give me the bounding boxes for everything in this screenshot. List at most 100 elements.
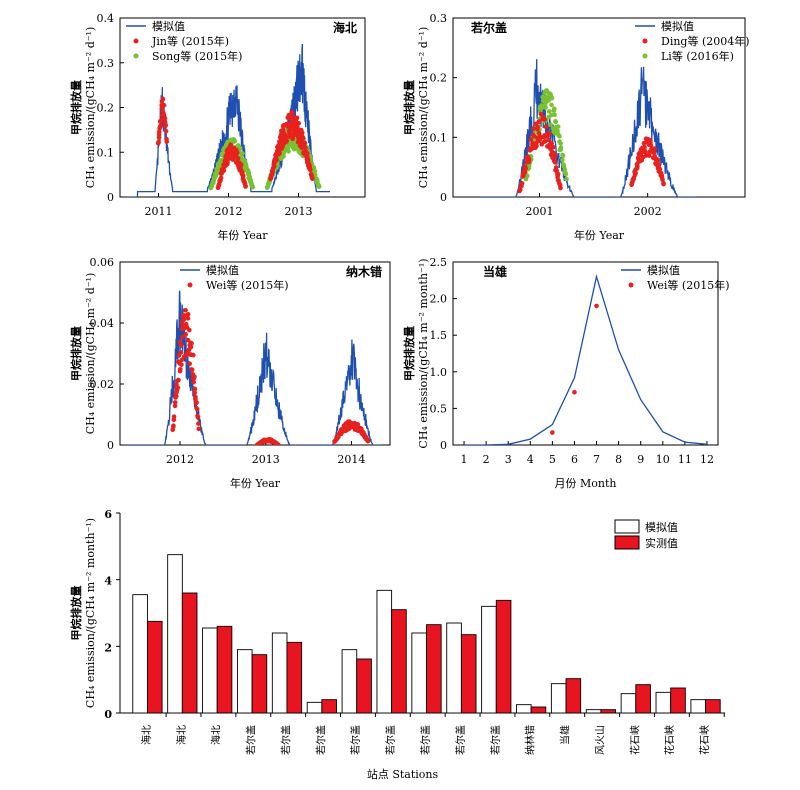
x-tick-label: 2012 <box>166 453 194 466</box>
x-category-label: 若尔盖 <box>419 725 432 755</box>
legend-label: Jin等 (2015年) <box>151 34 229 48</box>
chart-panel-p1: 0 0.1 0.2 0.3 0.4 2011 2012 2013 年份 Year 模拟值Jin等 … <box>97 12 366 242</box>
x-axis-label: 月份 Month <box>555 477 617 490</box>
observed-point-a <box>648 143 654 148</box>
x-category-label: 若尔盖 <box>384 725 397 755</box>
observed-point-a <box>289 110 295 116</box>
y-tick-label: 0.3 <box>430 12 448 25</box>
observed-point-a <box>218 175 224 181</box>
plot-area <box>124 290 382 445</box>
observed-point-b <box>564 176 569 182</box>
observed-point-a <box>542 117 547 122</box>
legend-swatch <box>614 519 640 534</box>
plot-frame <box>119 261 391 446</box>
observed-point-a <box>635 163 640 169</box>
bar-simulated <box>376 589 393 714</box>
observed-point-a <box>185 316 191 321</box>
observed-point-b <box>558 141 563 146</box>
x-axis-label: 站点 Stations <box>367 767 439 781</box>
legend-swatch-dot <box>133 53 139 59</box>
observed-point-a <box>174 394 179 399</box>
x-tick-label: 2 <box>483 453 490 466</box>
observed-point-b <box>557 133 562 139</box>
y-tick-label: 0 <box>104 708 112 721</box>
observed-point-a <box>555 171 561 177</box>
y-axis-label-cn: 甲烷排放量 <box>402 326 416 381</box>
bar-observed <box>600 709 617 714</box>
observed-point-a <box>189 367 195 373</box>
observed-point-b <box>563 171 569 177</box>
bar-observed <box>391 609 407 714</box>
observed-point-b <box>552 112 557 118</box>
y-tick-label: 2 <box>104 641 112 654</box>
observed-point-a <box>538 111 544 117</box>
model-series-line <box>464 274 708 445</box>
observed-point-a <box>302 140 308 146</box>
x-category-label: 海北 <box>140 725 153 745</box>
observed-point-a <box>228 142 233 147</box>
y-tick-label: 0.4 <box>97 12 115 25</box>
observed-point-a <box>537 119 542 125</box>
observed-point-a <box>552 160 558 165</box>
observed-point-b <box>239 151 245 156</box>
observed-point-b <box>281 150 287 155</box>
plot-frame <box>452 261 719 446</box>
legend-swatch-dot <box>642 53 648 59</box>
x-tick-label: 10 <box>656 453 670 466</box>
observed-point-a <box>193 394 198 400</box>
observed-point-a <box>171 423 176 428</box>
x-tick-label: 5 <box>549 453 556 466</box>
observed-point-a <box>303 145 308 151</box>
observed-point-b <box>549 95 555 101</box>
bar-simulated <box>655 691 672 714</box>
observed-point-a <box>651 150 657 155</box>
observed-point-a <box>172 403 178 409</box>
observed-point-a <box>531 133 537 139</box>
observed-point-a <box>558 185 563 191</box>
observed-point-a <box>187 361 192 367</box>
x-tick-label: 6 <box>571 453 578 466</box>
bar-observed <box>426 624 442 714</box>
y-axis-label-en: CH₄ emission/(gCH₄ m⁻² month⁻¹) <box>84 518 97 708</box>
bar-observed <box>216 625 233 714</box>
observed-point-a <box>163 123 168 128</box>
bar-observed <box>705 699 721 714</box>
x-tick-label: 12 <box>700 453 714 466</box>
model-series-line <box>124 290 382 445</box>
x-tick-label: 2012 <box>215 205 243 218</box>
bar-simulated <box>550 683 567 714</box>
observed-point-b <box>232 138 238 144</box>
y-axis-label-cn: 甲烷排放量 <box>402 80 416 135</box>
observed-point-b <box>558 145 564 150</box>
observed-point-b <box>549 102 554 108</box>
observed-point-a <box>517 187 523 193</box>
plot-area <box>480 59 697 197</box>
observed-point-a <box>276 442 281 445</box>
y-axis-label-cn: 甲烷排放量 <box>69 586 83 641</box>
observed-point-a <box>528 137 534 142</box>
observed-point-a <box>538 135 543 141</box>
x-category-label: 花石峡 <box>663 725 676 755</box>
bar-observed <box>565 678 582 714</box>
observed-point-a <box>192 390 198 395</box>
x-category-label: 若尔盖 <box>349 725 362 755</box>
site-label: 若尔盖 <box>470 20 507 35</box>
y-tick-label: 0.5 <box>430 402 448 415</box>
y-axis-label-en: CH₄ emission/(gCH₄ m⁻² d⁻¹) <box>84 273 97 435</box>
observed-point-b <box>553 119 559 125</box>
observed-point-a <box>183 307 188 313</box>
observed-point-a <box>238 162 244 168</box>
y-axis-label-en: CH₄ emission/(gCH₄ m⁻² month⁻¹) <box>417 258 430 448</box>
y-tick-label: 1.0 <box>430 366 448 379</box>
bar-simulated <box>306 701 323 714</box>
bar-simulated <box>167 554 183 714</box>
chart-panel-p5: 0 2 4 6 海北 海北 海北 若尔盖 若尔盖 若尔盖 若尔盖 若尔盖 若尔盖 若尔盖 若尔盖 纳林错 当雄 风… <box>104 508 725 781</box>
observed-point-a <box>549 141 555 146</box>
observed-point-a <box>310 176 315 182</box>
observed-point-a <box>522 169 528 175</box>
